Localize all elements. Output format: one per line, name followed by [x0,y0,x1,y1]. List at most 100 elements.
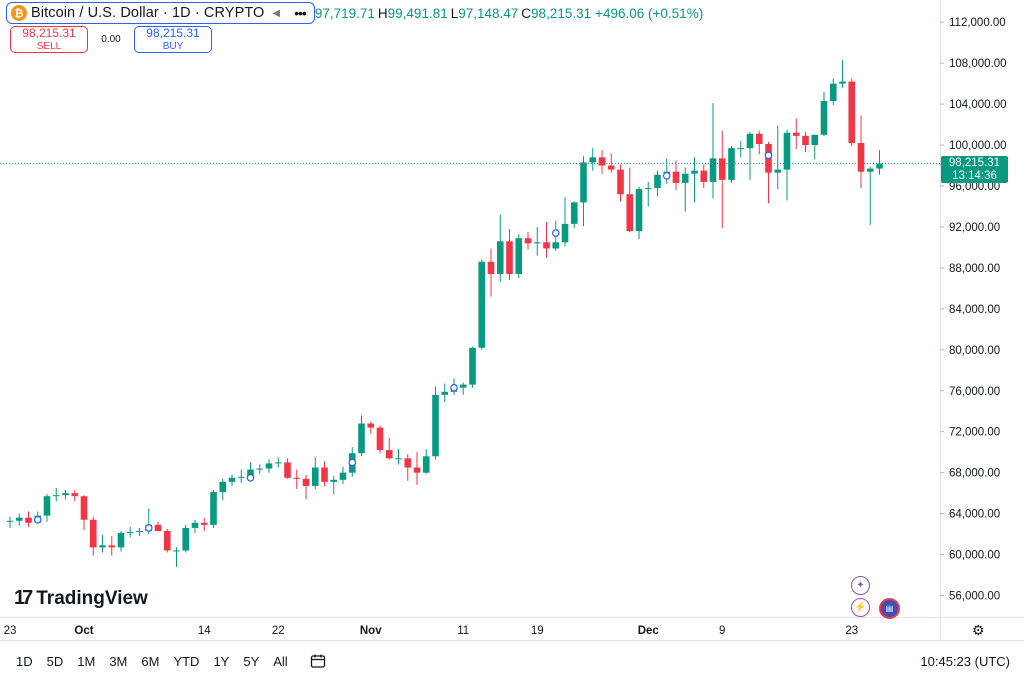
chart-legend: ₿ Bitcoin / U.S. Dollar · 1D · CRYPTO ◀ … [6,2,703,24]
y-tick-label: 56,000.00 [949,591,1000,603]
candle-body [126,532,134,534]
y-tick-label: 68,000.00 [949,468,1000,480]
high-label: H [377,5,388,21]
buy-price: 98,215.31 [146,25,200,40]
candle-body [339,472,347,480]
high-value: 99,491.81 [387,5,448,21]
candle-body [376,427,384,451]
candle-body [62,493,69,496]
y-tick-label: 88,000.00 [949,263,1000,275]
candle-body [746,133,754,149]
candle-body [136,531,143,533]
range-1d-button[interactable]: 1D [16,653,33,669]
candle-body [533,242,541,244]
candle-body [626,194,634,232]
utc-clock[interactable]: 10:45:23 (UTC) [920,653,1010,669]
event-marker-icon [348,458,357,467]
x-tick-label: 9 [719,625,725,637]
event-marker-icon [662,171,671,180]
candle-body [866,168,874,172]
candle-body [117,533,125,548]
brand-name: TradingView [36,587,148,609]
sparkle-icon[interactable]: ✦ [851,576,870,595]
candle-body [200,522,208,525]
candle-body [385,450,393,459]
bottom-toolbar: 1D 5D 1M 3M 6M YTD 1Y 5Y All 10:45:23 (U… [0,646,1024,676]
candle-body [672,171,680,183]
range-5y-button[interactable]: 5Y [243,653,260,669]
candle-body [237,476,245,478]
y-tick-label: 112,000.00 [949,17,1006,29]
candle-body [432,394,439,457]
calendar-icon[interactable] [310,653,326,669]
candle-body [173,550,180,552]
candle-body [163,531,171,551]
last-price-tag: 98,215.31 13:14:36 [941,156,1008,183]
range-ytd-button[interactable]: YTD [173,653,200,669]
candle-body [515,238,523,275]
lightning-icon[interactable]: ⚡ [851,598,870,617]
low-label: L [450,5,459,21]
us-flag-icon[interactable]: ▤ [879,598,900,619]
spread-value: 0.00 [101,34,121,45]
x-tick-label: Nov [360,625,382,637]
tradingview-logo[interactable]: 17 TradingView [14,587,148,610]
buy-label: BUY [162,40,184,52]
candle-body [219,481,227,493]
range-1y-button[interactable]: 1Y [213,653,230,669]
low-value: 97,148.47 [458,5,519,21]
symbol-search-box[interactable]: ₿ Bitcoin / U.S. Dollar · 1D · CRYPTO ◀ … [6,2,315,24]
candle-body [580,162,587,203]
candle-body [302,478,310,486]
y-tick-label: 108,000.00 [949,58,1007,70]
range-1m-button[interactable]: 1M [77,653,96,669]
hide-icon[interactable]: ◀ [272,7,281,19]
candle-body [422,456,430,473]
candle-body [755,133,763,145]
candle-body [876,163,883,169]
candle-body [311,467,319,486]
sell-button[interactable]: 98,215.31 SELL [10,26,88,53]
open-value: 97,719.71 [314,5,375,21]
more-options-icon[interactable]: ••• [294,5,307,21]
y-tick-label: 64,000.00 [949,509,1000,521]
y-tick-label: 92,000.00 [949,222,1000,234]
candle-body [395,458,402,460]
candle-body [330,479,338,482]
symbol-title: Bitcoin / U.S. Dollar · 1D · CRYPTO [31,5,265,21]
candle-body [404,458,412,468]
bar-countdown: 13:14:36 [952,170,997,182]
candle-body [820,101,828,135]
range-5d-button[interactable]: 5D [46,653,64,669]
candle-body [25,517,32,523]
candle-body [413,467,421,473]
buy-button[interactable]: 98,215.31 BUY [134,26,212,53]
event-marker-icon [450,383,458,392]
candle-body [274,462,282,464]
candle-body [265,463,273,469]
candle-body [839,81,846,84]
range-6m-button[interactable]: 6M [141,653,160,669]
candle-body [737,148,745,150]
event-marker-icon [764,151,773,160]
y-tick-label: 100,000.00 [949,140,1007,152]
y-tick-label: 72,000.00 [949,427,1000,439]
range-all-button[interactable]: All [273,653,288,669]
change-value: +496.06 (+0.51%) [595,5,704,21]
candle-body [644,188,652,190]
candle-body [607,165,615,170]
close-value: 98,215.31 [531,5,592,21]
event-marker-icon [551,229,560,237]
x-tick-label: Oct [74,625,93,637]
last-price: 98,215.31 [948,157,1001,169]
candle-body [256,468,264,470]
range-3m-button[interactable]: 3M [109,653,128,669]
candle-body [358,423,365,454]
settings-gear-icon[interactable]: ⚙ [972,622,985,638]
candle-body [43,496,51,516]
candle-body [635,189,643,232]
bitcoin-icon: ₿ [11,5,27,21]
candle-body [598,157,606,166]
candle-body [728,148,735,180]
